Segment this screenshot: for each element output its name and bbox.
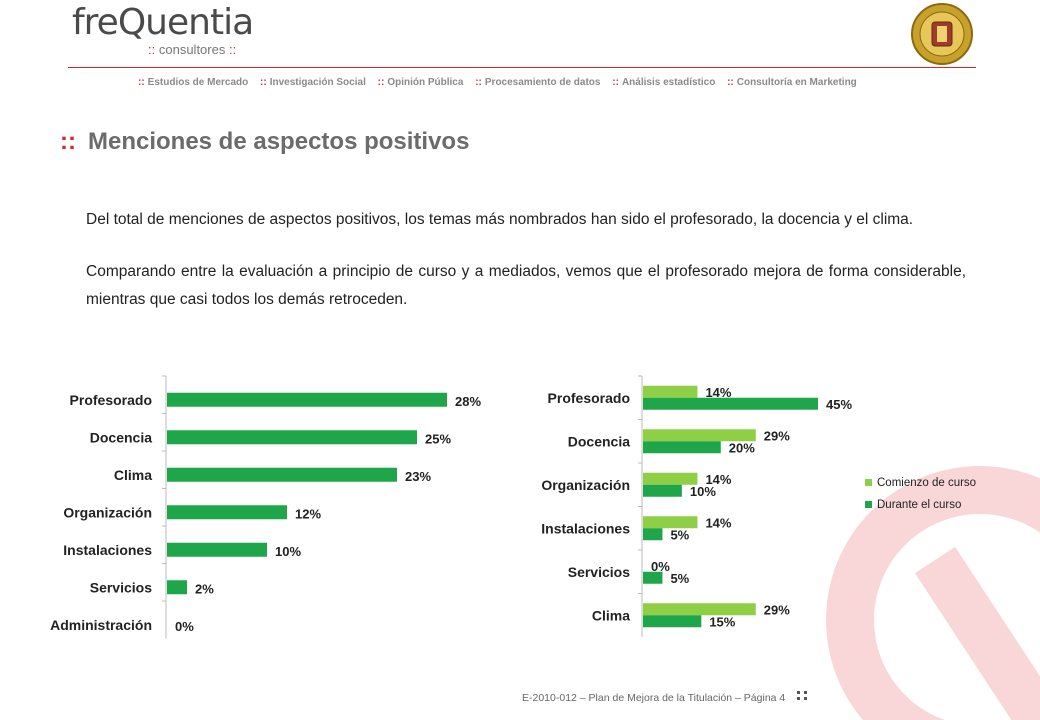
legend-swatch [865, 501, 872, 508]
value-label: 5% [670, 527, 689, 542]
category-label: Profesorado [548, 390, 630, 406]
header-divider [68, 67, 976, 68]
legend-label: Durante el curso [877, 499, 961, 511]
bar [167, 542, 267, 557]
nav-sep: :: [138, 77, 145, 88]
legend-label: Comienzo de curso [877, 477, 976, 489]
value-label: 5% [670, 571, 689, 586]
paragraph-2: Comparando entre la evaluación a princip… [86, 263, 966, 308]
logo-subtitle: :: consultores :: [148, 42, 236, 57]
value-label: 14% [705, 515, 731, 530]
nav-item-estudios[interactable]: Estudios de Mercado [147, 77, 249, 88]
value-label: 10% [690, 484, 716, 499]
value-label: 15% [709, 614, 735, 629]
nav-sep: :: [260, 77, 267, 88]
bar-comienzo [643, 385, 698, 398]
value-label: 2% [195, 581, 214, 596]
nav-sep: :: [727, 77, 734, 88]
category-label: Organización [63, 504, 152, 520]
page-title: :: Menciones de aspectos positivos [60, 128, 469, 156]
bar [167, 505, 287, 520]
nav-sep: :: [612, 77, 619, 88]
logo-main: freQuentia [72, 2, 254, 43]
university-seal-icon [911, 3, 973, 65]
nav-item-opinion[interactable]: Opinión Pública [387, 77, 464, 88]
title-sep: :: [60, 128, 76, 155]
bar [167, 430, 417, 445]
bar-durante [643, 571, 663, 584]
logo-sep-right: :: [228, 42, 237, 57]
bar-durante [643, 484, 682, 497]
category-label: Administración [50, 617, 152, 633]
bar-durante [643, 441, 721, 454]
chart-comparison: Profesorado 14% 45% Docencia 29% 20% Organizac… [541, 375, 976, 637]
value-label: 28% [455, 394, 481, 409]
bar [167, 392, 447, 407]
value-label: 12% [295, 506, 321, 521]
bar-durante [643, 528, 663, 541]
category-label: Servicios [568, 564, 630, 580]
chart-positive-mentions: Profesorado 28% Docencia 25% Clima 23% Organiz… [50, 375, 481, 639]
dots-icon [797, 691, 808, 700]
value-label: 23% [405, 469, 431, 484]
nav-item-analisis[interactable]: Análisis estadístico [621, 77, 716, 88]
value-label: 14% [705, 472, 731, 487]
category-label: Organización [541, 477, 630, 493]
category-label: Profesorado [70, 392, 152, 408]
bar [167, 467, 397, 482]
nav-sep: :: [475, 77, 482, 88]
bar-durante [643, 615, 702, 628]
value-label: 29% [764, 602, 790, 617]
category-label: Instalaciones [63, 542, 152, 558]
company-logo: freQuentia [72, 2, 254, 43]
value-label: 10% [275, 544, 301, 559]
category-label: Instalaciones [541, 520, 630, 536]
category-label: Servicios [90, 579, 152, 595]
category-label: Clima [592, 607, 630, 623]
nav-item-investigacion[interactable]: Investigación Social [269, 77, 366, 88]
bar-comienzo [643, 429, 756, 442]
category-label: Docencia [90, 429, 152, 445]
bar-durante [643, 397, 818, 410]
bar [167, 580, 187, 595]
bar-comienzo [643, 472, 698, 485]
bar-comienzo [643, 603, 756, 616]
value-label: 0% [651, 559, 670, 574]
service-nav: :: Estudios de Mercado :: Investigación So… [138, 77, 857, 88]
bar-comienzo [643, 516, 698, 529]
logo-sub: consultores [158, 42, 226, 57]
paragraph-1: Del total de menciones de aspectos posit… [86, 211, 914, 228]
value-label: 20% [729, 440, 755, 455]
value-label: 25% [425, 431, 451, 446]
nav-sep: :: [377, 77, 385, 88]
value-label: 0% [175, 619, 194, 634]
nav-item-consultoria[interactable]: Consultoría en Marketing [736, 77, 857, 88]
legend-swatch [865, 479, 872, 486]
footer: E-2010-012 – Plan de Mejora de la Titula… [522, 690, 810, 704]
value-label: 14% [705, 385, 731, 400]
footer-text: E-2010-012 – Plan de Mejora de la Titula… [522, 692, 786, 704]
value-label: 45% [826, 397, 852, 412]
nav-item-procesamiento[interactable]: Procesamiento de datos [484, 77, 601, 88]
logo-sep-left: :: [148, 42, 156, 57]
category-label: Clima [114, 467, 152, 483]
title-text: Menciones de aspectos positivos [87, 128, 470, 155]
value-label: 29% [764, 428, 790, 443]
category-label: Docencia [568, 433, 630, 449]
